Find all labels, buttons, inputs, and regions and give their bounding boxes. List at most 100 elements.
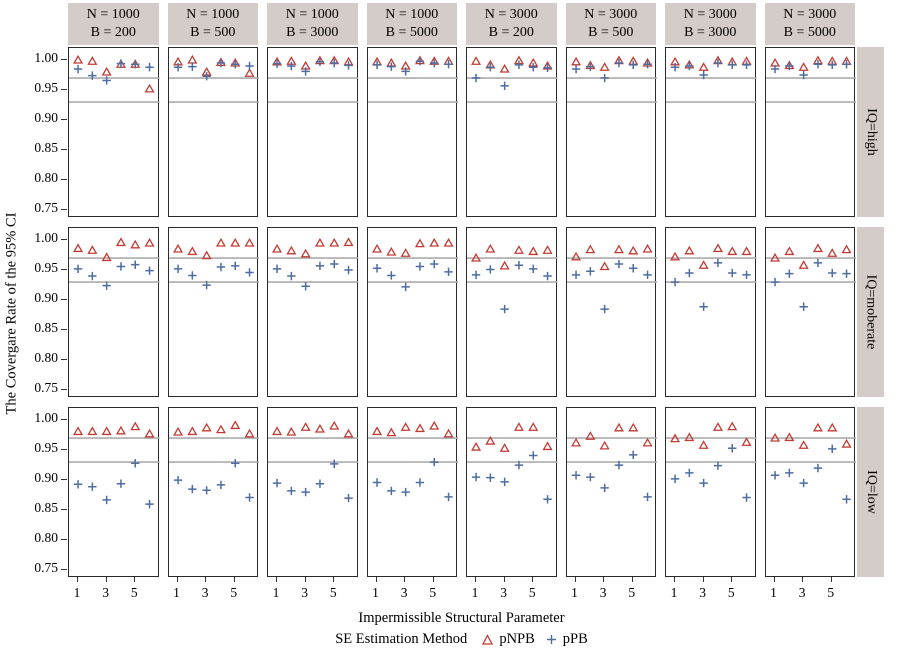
data-point-pnpb-triangle — [144, 428, 155, 438]
data-point-ppb-plus — [500, 477, 509, 487]
y-tick-mark — [61, 58, 67, 60]
column-strip-label-b: B = 3000 — [286, 25, 339, 40]
data-point-ppb-plus — [742, 60, 751, 70]
column-strip-6: N = 3000 B = 500 — [565, 3, 656, 45]
data-point-pnpb-triangle — [144, 237, 155, 247]
data-point-ppb-plus — [728, 444, 737, 453]
data-point-pnpb-triangle — [428, 237, 439, 247]
y-tick-label: 0.75 — [34, 560, 58, 576]
data-point-ppb-plus — [827, 268, 836, 278]
data-point-ppb-plus — [486, 265, 495, 274]
x-tick-label: 3 — [201, 585, 209, 600]
data-point-ppb-plus — [244, 61, 254, 71]
data-point-pnpb-triangle — [826, 248, 837, 257]
data-point-ppb-plus — [187, 271, 197, 280]
data-point-pnpb-triangle — [769, 432, 780, 442]
data-point-ppb-plus — [642, 270, 652, 280]
panel-canvas — [566, 243, 657, 314]
column-strip-label-n: N = 1000 — [86, 7, 140, 22]
data-point-pnpb-triangle — [783, 432, 794, 442]
column-strip-label-b: B = 5000 — [783, 25, 836, 40]
data-point-pnpb-triangle — [272, 426, 283, 436]
y-tick-label: 0.80 — [34, 170, 58, 186]
column-strip-1: N = 1000 B = 200 — [68, 3, 159, 45]
data-point-pnpb-triangle — [414, 238, 425, 248]
panel-r3-c1 — [68, 407, 160, 577]
x-tick-label: 1 — [471, 585, 479, 600]
x-tick-label: 5 — [329, 585, 337, 600]
y-tick-label: 0.85 — [34, 140, 58, 156]
data-point-ppb-plus — [301, 282, 310, 291]
y-tick-mark — [61, 268, 67, 270]
data-point-ppb-plus — [813, 258, 822, 268]
data-point-ppb-plus — [770, 64, 779, 74]
x-tick-label: 1 — [73, 585, 81, 600]
data-point-ppb-plus — [827, 60, 836, 70]
data-point-ppb-plus — [102, 495, 111, 505]
x-tick-mark — [134, 577, 136, 582]
y-tick-label: 1.00 — [34, 410, 58, 425]
data-point-pnpb-triangle — [684, 432, 695, 442]
data-point-ppb-plus — [642, 60, 652, 69]
data-point-ppb-plus — [230, 60, 239, 69]
column-strip-label-n: N = 1000 — [385, 7, 439, 22]
data-point-ppb-plus — [841, 495, 851, 504]
data-point-pnpb-triangle — [727, 421, 738, 431]
data-point-ppb-plus — [287, 486, 296, 496]
panel-r2-c8 — [764, 227, 856, 397]
x-tick-label: 1 — [670, 585, 678, 600]
data-point-ppb-plus — [585, 267, 595, 276]
column-strip-2: N = 1000 B = 500 — [167, 3, 258, 45]
row-strip-IQ=high: IQ=high — [857, 47, 884, 217]
y-tick-label: 0.75 — [34, 200, 58, 216]
data-point-pnpb-triangle — [542, 245, 553, 254]
data-point-ppb-plus — [827, 444, 836, 454]
y-tick-label: 0.90 — [34, 470, 58, 486]
column-strip-label-n: N = 3000 — [484, 7, 538, 22]
column-strip-label-n: N = 1000 — [285, 7, 339, 22]
data-point-ppb-plus — [272, 478, 282, 488]
data-point-pnpb-triangle — [371, 426, 382, 436]
data-point-pnpb-triangle — [229, 237, 240, 247]
x-tick-mark — [205, 577, 207, 582]
data-point-ppb-plus — [670, 474, 680, 484]
column-strip-label-b: B = 200 — [488, 25, 534, 40]
data-point-pnpb-triangle — [115, 425, 126, 435]
data-point-ppb-plus — [471, 73, 481, 83]
data-point-pnpb-triangle — [513, 422, 524, 431]
data-point-ppb-plus — [272, 264, 282, 274]
panel-r1-c2 — [167, 47, 259, 217]
data-point-pnpb-triangle — [599, 62, 610, 71]
data-point-pnpb-triangle — [286, 426, 297, 436]
data-point-ppb-plus — [742, 493, 751, 502]
panel-canvas — [168, 54, 259, 103]
x-tick-label: 1 — [173, 585, 180, 600]
panel-canvas — [268, 237, 359, 291]
data-point-ppb-plus — [102, 281, 111, 290]
data-point-pnpb-triangle — [642, 437, 653, 447]
data-point-pnpb-triangle — [570, 437, 581, 447]
x-tick-mark — [304, 577, 306, 582]
data-point-pnpb-triangle — [627, 245, 638, 255]
data-point-pnpb-triangle — [642, 243, 653, 253]
panel-canvas — [566, 55, 657, 103]
data-point-ppb-plus — [301, 67, 310, 76]
data-point-pnpb-triangle — [698, 440, 709, 449]
y-tick-label: 0.80 — [34, 530, 58, 546]
data-point-pnpb-triangle — [670, 433, 681, 443]
y-tick-mark — [61, 178, 67, 180]
data-point-pnpb-triangle — [101, 426, 112, 436]
y-tick-mark — [61, 358, 67, 360]
panel-canvas — [666, 421, 757, 502]
y-tick-label: 0.85 — [34, 500, 58, 516]
data-point-pnpb-triangle — [244, 428, 255, 438]
panel-r1-c5 — [466, 47, 558, 217]
data-point-pnpb-triangle — [371, 243, 382, 253]
data-point-pnpb-triangle — [698, 62, 709, 71]
data-point-pnpb-triangle — [798, 260, 809, 269]
data-point-ppb-plus — [685, 61, 694, 71]
data-point-ppb-plus — [486, 63, 495, 72]
x-tick-label: 3 — [102, 585, 110, 600]
x-tick-label: 5 — [528, 585, 536, 600]
panel-r3-c4 — [366, 407, 458, 577]
